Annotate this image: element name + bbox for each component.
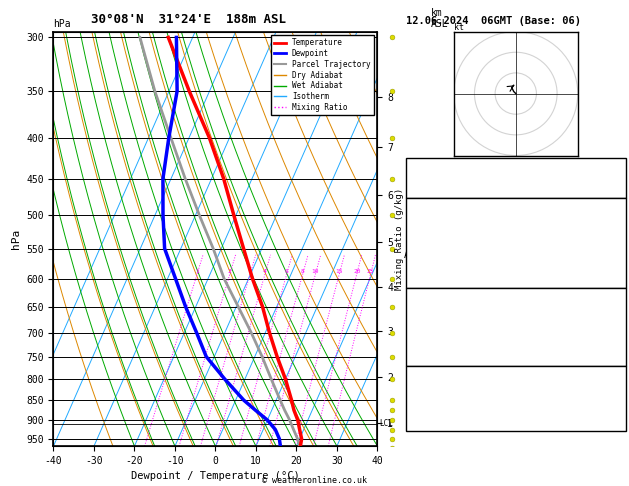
Text: Most Unstable: Most Unstable bbox=[481, 292, 551, 301]
Text: SREH: SREH bbox=[409, 394, 431, 403]
Text: 4: 4 bbox=[616, 251, 622, 260]
Text: Totals Totals: Totals Totals bbox=[409, 174, 479, 182]
Text: 0: 0 bbox=[616, 264, 622, 273]
Text: 6: 6 bbox=[285, 269, 289, 274]
Text: 0: 0 bbox=[616, 342, 622, 350]
Text: 12.06.2024  06GMT (Base: 06): 12.06.2024 06GMT (Base: 06) bbox=[406, 16, 581, 26]
Text: Surface: Surface bbox=[497, 201, 535, 210]
Text: Pressure (mb): Pressure (mb) bbox=[409, 304, 479, 312]
Text: Lifted Index: Lifted Index bbox=[409, 329, 474, 338]
Text: hPa: hPa bbox=[53, 19, 71, 29]
Legend: Temperature, Dewpoint, Parcel Trajectory, Dry Adiabat, Wet Adiabat, Isotherm, Mi: Temperature, Dewpoint, Parcel Trajectory… bbox=[271, 35, 374, 115]
Text: K: K bbox=[409, 161, 415, 170]
Text: 0: 0 bbox=[616, 354, 622, 363]
X-axis label: Dewpoint / Temperature (°C): Dewpoint / Temperature (°C) bbox=[131, 471, 300, 482]
Text: CIN (J): CIN (J) bbox=[409, 277, 447, 285]
Text: 329: 329 bbox=[606, 239, 622, 247]
Text: 8: 8 bbox=[301, 269, 304, 274]
Text: 2: 2 bbox=[228, 269, 231, 274]
Text: 25: 25 bbox=[367, 269, 374, 274]
Text: θₑ(K): θₑ(K) bbox=[409, 239, 437, 247]
Text: kt: kt bbox=[454, 22, 464, 32]
Text: StmDir: StmDir bbox=[409, 407, 442, 416]
Text: 330: 330 bbox=[606, 316, 622, 325]
Text: 16.3: 16.3 bbox=[601, 226, 622, 235]
Text: LCL: LCL bbox=[379, 419, 393, 429]
Text: 15: 15 bbox=[335, 269, 343, 274]
Text: CAPE (J): CAPE (J) bbox=[409, 342, 452, 350]
Text: km
ASL: km ASL bbox=[431, 8, 448, 29]
Text: 0: 0 bbox=[616, 277, 622, 285]
Text: Temp (°C): Temp (°C) bbox=[409, 213, 458, 222]
Y-axis label: hPa: hPa bbox=[11, 229, 21, 249]
Text: Dewp (°C): Dewp (°C) bbox=[409, 226, 458, 235]
Text: θₑ (K): θₑ (K) bbox=[409, 316, 442, 325]
Text: EH: EH bbox=[409, 382, 420, 390]
Text: -13: -13 bbox=[606, 382, 622, 390]
Text: Hodograph: Hodograph bbox=[492, 369, 540, 379]
Text: 3: 3 bbox=[616, 329, 622, 338]
Text: 298°: 298° bbox=[601, 407, 622, 416]
Text: 3: 3 bbox=[248, 269, 252, 274]
Text: CAPE (J): CAPE (J) bbox=[409, 264, 452, 273]
Text: 4: 4 bbox=[263, 269, 267, 274]
Text: Mixing Ratio (g/kg): Mixing Ratio (g/kg) bbox=[395, 188, 404, 290]
Text: 38: 38 bbox=[611, 174, 622, 182]
Text: 20: 20 bbox=[353, 269, 360, 274]
Text: -12: -12 bbox=[606, 394, 622, 403]
Text: 21.1: 21.1 bbox=[601, 213, 622, 222]
Text: 30°08'N  31°24'E  188m ASL: 30°08'N 31°24'E 188m ASL bbox=[91, 13, 286, 26]
Text: 1: 1 bbox=[616, 419, 622, 428]
Text: StmSpd (kt): StmSpd (kt) bbox=[409, 419, 469, 428]
Text: PW (cm): PW (cm) bbox=[409, 186, 447, 195]
Text: 10: 10 bbox=[312, 269, 319, 274]
Text: © weatheronline.co.uk: © weatheronline.co.uk bbox=[262, 476, 367, 485]
Text: 5: 5 bbox=[616, 161, 622, 170]
Text: 1.83: 1.83 bbox=[601, 186, 622, 195]
Text: CIN (J): CIN (J) bbox=[409, 354, 447, 363]
Text: Lifted Index: Lifted Index bbox=[409, 251, 474, 260]
Text: 1: 1 bbox=[195, 269, 199, 274]
Y-axis label: km
ASL: km ASL bbox=[404, 239, 421, 260]
Text: 975: 975 bbox=[606, 304, 622, 312]
